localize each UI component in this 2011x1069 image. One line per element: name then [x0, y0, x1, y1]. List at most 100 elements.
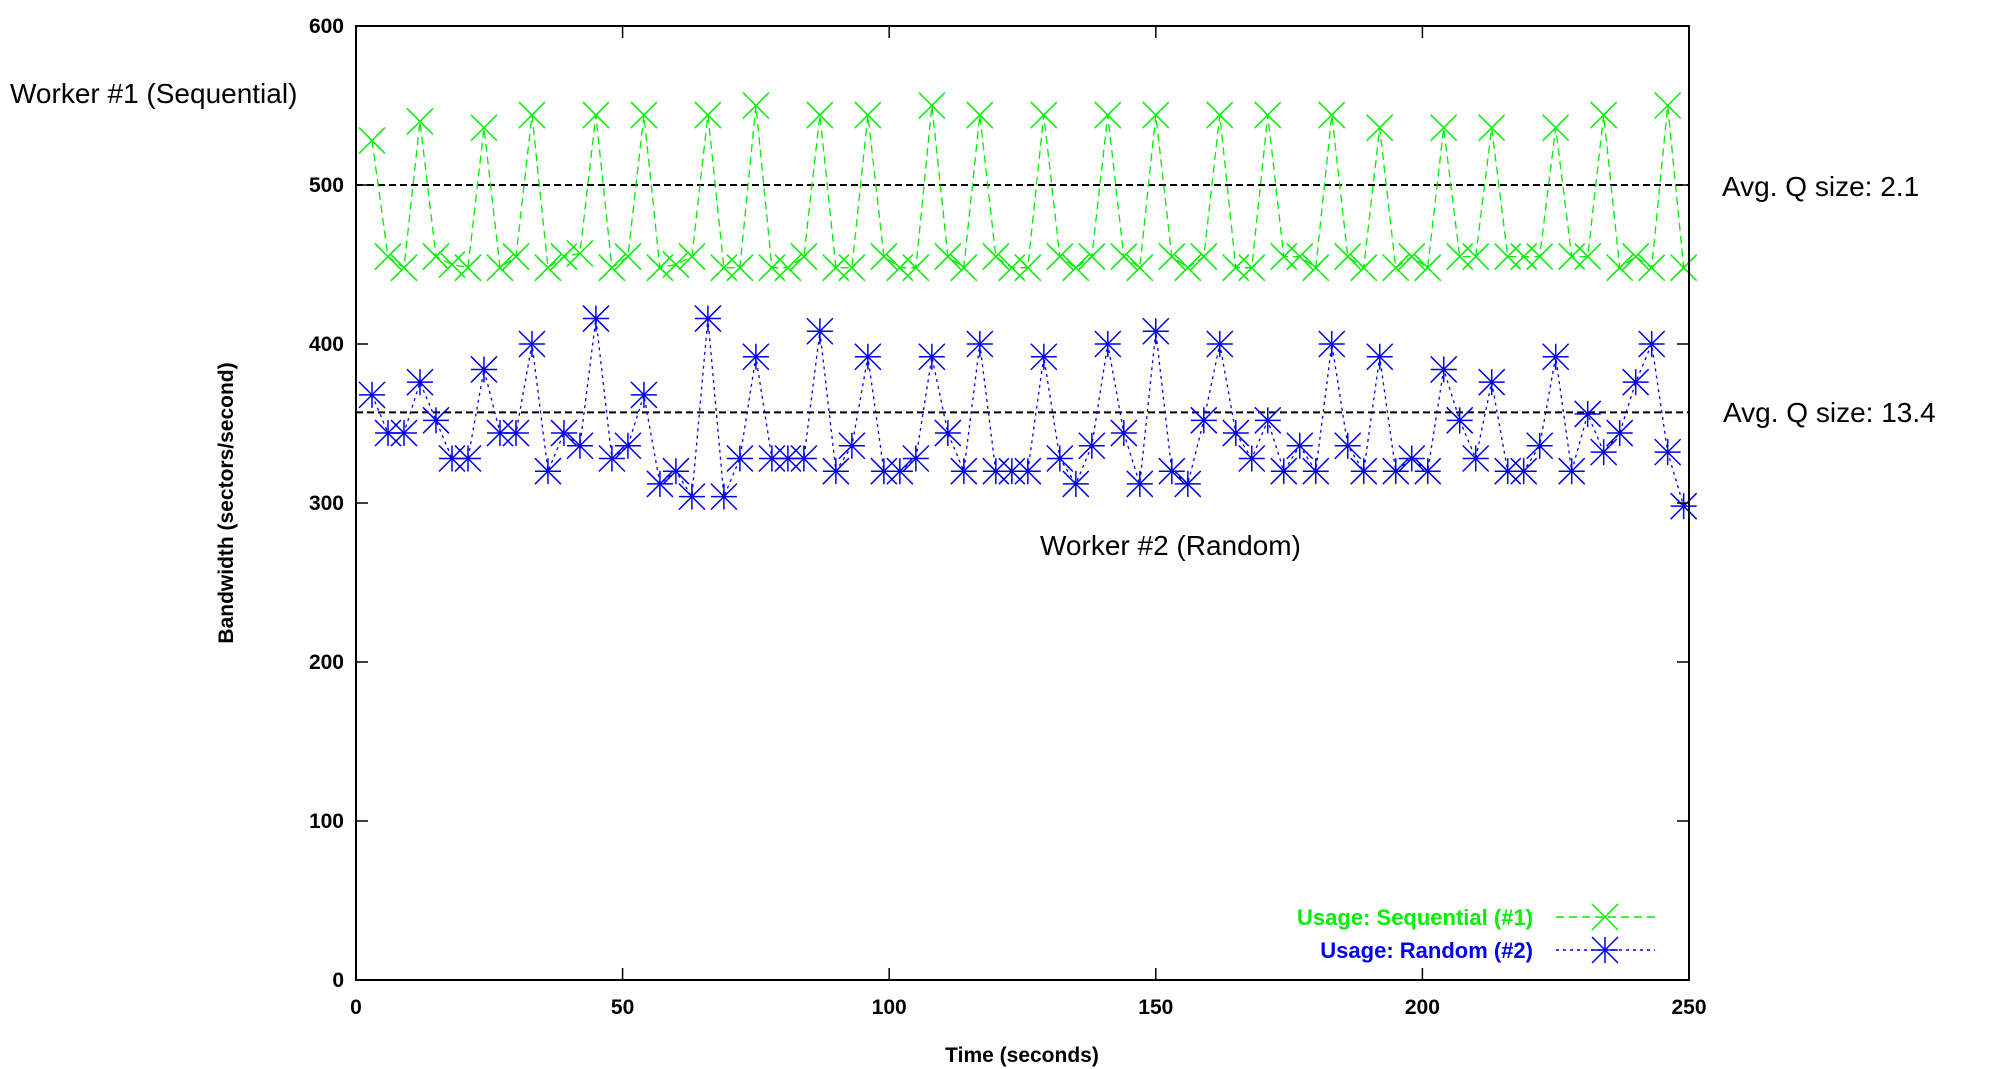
series-1-point-63 — [1366, 343, 1394, 371]
series-1-point-33 — [886, 457, 914, 485]
series-1-point-51 — [1174, 470, 1202, 498]
series-0-point-54 — [1222, 254, 1250, 282]
series-1-point-9 — [502, 419, 530, 447]
series-0-point-4 — [422, 243, 450, 271]
series-0-point-77 — [1590, 101, 1618, 129]
x-tick-label-3: 150 — [1138, 996, 1173, 1019]
series-0-point-40 — [998, 254, 1026, 282]
series-0-point-44 — [1062, 254, 1090, 282]
series-0-point-57 — [1270, 243, 1298, 271]
series-1-point-58 — [1286, 432, 1314, 460]
series-0-point-1 — [374, 243, 402, 271]
series-0-point-72 — [1510, 243, 1538, 271]
series-1-point-11 — [534, 457, 562, 485]
series-1-point-55 — [1238, 444, 1266, 473]
series-0-point-19 — [662, 250, 690, 279]
series-1-point-74 — [1542, 343, 1570, 371]
series-1-point-76 — [1574, 400, 1602, 428]
series-0-point-25 — [758, 254, 786, 282]
series-0-point-45 — [1078, 243, 1106, 271]
series-0-point-39 — [982, 243, 1010, 271]
series-1-point-13 — [566, 432, 594, 460]
series-0-point-21 — [694, 101, 722, 129]
series-1-point-14 — [582, 305, 610, 333]
series-0-point-18 — [646, 254, 674, 282]
series-1-point-15 — [598, 444, 626, 473]
series-1-point-22 — [710, 483, 738, 511]
series-1-point-6 — [454, 444, 482, 473]
series-0-point-78 — [1606, 254, 1634, 282]
series-0-point-29 — [822, 254, 850, 282]
x-tick-label-4: 200 — [1405, 996, 1440, 1019]
series-line-0 — [371, 105, 1685, 269]
series-1-point-35 — [918, 343, 946, 371]
series-1-point-43 — [1046, 444, 1074, 473]
series-0-point-73 — [1526, 243, 1554, 271]
series-1-point-66 — [1414, 457, 1442, 485]
series-0-point-22 — [710, 254, 738, 282]
series-1-point-18 — [646, 470, 674, 498]
y-tick-label-4: 400 — [309, 333, 344, 356]
legend-marker-glyph-0 — [1591, 903, 1619, 931]
series-0-point-63 — [1366, 114, 1394, 142]
series-0-point-28 — [806, 101, 834, 129]
series-1-point-49 — [1142, 317, 1170, 345]
series-1-point-78 — [1606, 419, 1634, 447]
y-tick-label-3: 300 — [309, 492, 344, 515]
series-0-point-76 — [1574, 243, 1602, 271]
series-1-point-50 — [1158, 457, 1186, 485]
series-1-point-30 — [838, 432, 866, 460]
series-0-point-6 — [454, 254, 482, 282]
series-1-point-67 — [1430, 355, 1458, 383]
y-tick-label-1: 100 — [309, 810, 344, 833]
series-1-point-72 — [1510, 457, 1538, 485]
series-1-point-70 — [1478, 368, 1506, 396]
series-0-point-75 — [1558, 243, 1586, 271]
series-1-point-60 — [1318, 330, 1346, 358]
series-1-point-4 — [422, 406, 450, 434]
series-1-point-52 — [1190, 406, 1218, 434]
series-1-point-41 — [1014, 457, 1042, 485]
y-tick-label-6: 600 — [309, 15, 344, 38]
series-1-point-53 — [1206, 330, 1234, 358]
legend-label-sequential: Usage: Sequential (#1) — [1297, 905, 1533, 930]
series-0-point-71 — [1494, 243, 1522, 271]
series-1-point-37 — [950, 457, 978, 485]
series-1-point-42 — [1030, 343, 1058, 371]
series-1-point-21 — [694, 305, 722, 333]
series-1-point-24 — [742, 343, 770, 371]
series-0-point-49 — [1142, 101, 1170, 129]
series-0-point-66 — [1414, 254, 1442, 282]
series-0-point-16 — [614, 243, 642, 271]
series-1-point-19 — [662, 457, 690, 485]
series-0-point-13 — [566, 239, 594, 267]
legend-marker-glyph-1 — [1591, 936, 1619, 964]
series-0-point-69 — [1462, 243, 1490, 271]
series-0-point-82 — [1670, 254, 1698, 282]
series-0-point-36 — [934, 243, 962, 271]
series-layer — [358, 91, 1698, 520]
series-1-point-26 — [774, 444, 802, 473]
series-0-point-60 — [1318, 101, 1346, 129]
series-0-point-37 — [950, 254, 978, 282]
series-0-point-33 — [886, 254, 914, 282]
series-0-point-67 — [1430, 114, 1458, 142]
series-0-point-12 — [550, 243, 578, 271]
series-1-point-47 — [1110, 419, 1138, 447]
series-1-point-61 — [1334, 432, 1362, 460]
series-1-point-71 — [1494, 457, 1522, 485]
series-1-point-31 — [854, 343, 882, 371]
series-1-point-62 — [1350, 457, 1378, 485]
series-0-point-53 — [1206, 101, 1234, 129]
series-0-point-46 — [1094, 101, 1122, 129]
plot-frame — [355, 25, 1690, 981]
series-0-point-34 — [902, 254, 930, 282]
x-tick-label-5: 250 — [1671, 996, 1706, 1019]
series-0-point-58 — [1286, 243, 1314, 271]
y-tick-label-5: 500 — [309, 174, 344, 197]
series-0-point-3 — [406, 107, 434, 135]
series-0-point-35 — [918, 91, 946, 120]
series-0-point-24 — [742, 91, 770, 120]
series-1-point-80 — [1638, 330, 1666, 358]
reference-lines — [356, 184, 1689, 414]
